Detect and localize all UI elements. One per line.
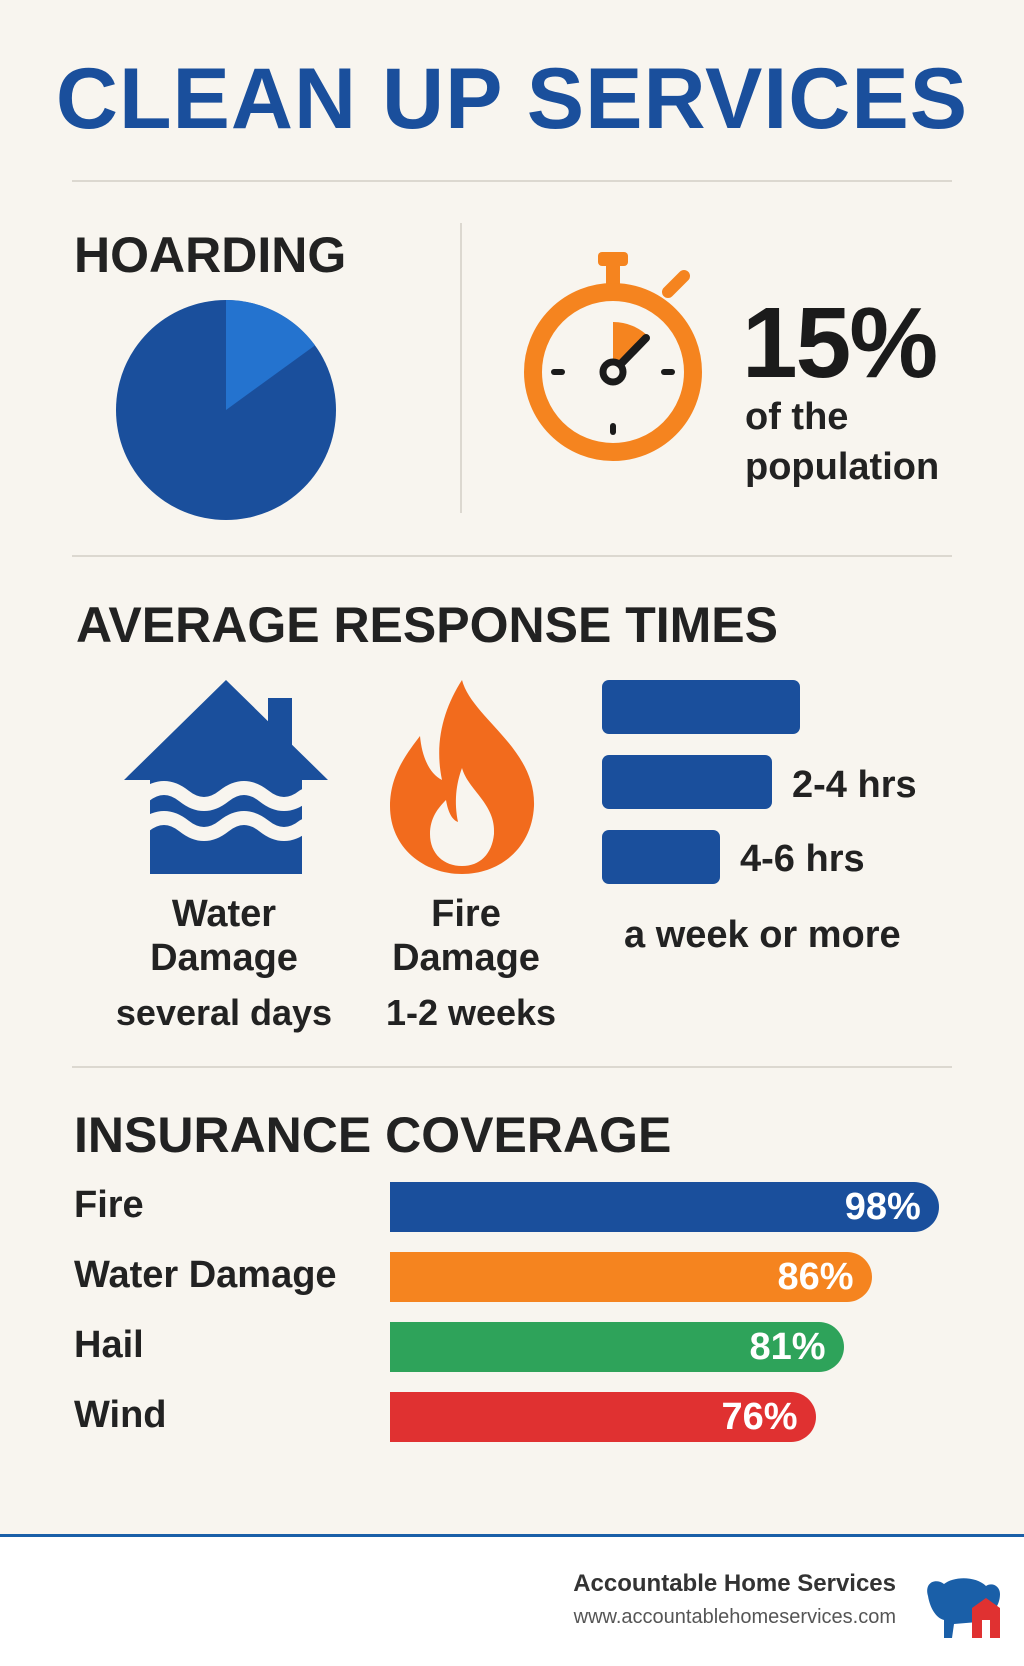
footer: [0, 1537, 1024, 1666]
category-label-line-1: Water: [171, 893, 277, 935]
insurance-bar: 76%: [390, 1392, 816, 1442]
category-label-line-1: Fire: [431, 893, 501, 935]
hoarding-percent: 15%: [742, 287, 938, 399]
response-bar-label: a week or more: [624, 914, 901, 956]
footer-url[interactable]: www.accountablehomeservices.com: [573, 1606, 896, 1628]
hoarding-description: of the population: [745, 392, 939, 492]
divider: [72, 1066, 952, 1068]
category-water-damage: Water Damage: [84, 892, 364, 980]
insurance-category-label: Water Damage: [74, 1254, 337, 1296]
hoarding-heading: HOARDING: [74, 227, 347, 283]
divider: [72, 180, 952, 182]
flame-icon: [390, 680, 535, 874]
insurance-value-label: 98%: [844, 1185, 921, 1228]
insurance-value-label: 76%: [721, 1395, 798, 1438]
category-water-duration: several days: [115, 992, 333, 1033]
category-label-line-2: Damage: [150, 937, 298, 979]
insurance-value-label: 86%: [777, 1255, 854, 1298]
response-bar: [602, 680, 800, 734]
response-bar: [602, 755, 772, 809]
footer-divider: [0, 1534, 1024, 1537]
response-bar-label: 4-6 hrs: [740, 838, 865, 880]
footer-brand: Accountable Home Services: [573, 1570, 896, 1597]
response-heading: AVERAGE RESPONSE TIMES: [76, 597, 778, 653]
response-bar-label: 2-4 hrs: [792, 764, 917, 806]
description-line-2: population: [745, 446, 940, 488]
insurance-category-label: Wind: [74, 1394, 167, 1436]
insurance-heading: INSURANCE COVERAGE: [74, 1107, 672, 1163]
page-title: CLEAN UP SERVICES: [55, 51, 969, 147]
vertical-divider: [460, 223, 462, 513]
pie-slice-hoarding: [226, 300, 315, 410]
bison-house-logo-icon: [927, 1578, 1000, 1638]
insurance-bar: 98%: [390, 1182, 939, 1232]
divider: [72, 555, 952, 557]
insurance-category-label: Hail: [74, 1324, 144, 1366]
hoarding-pie-chart: [116, 300, 336, 520]
insurance-value-label: 81%: [749, 1325, 826, 1368]
category-fire-duration: 1-2 weeks: [385, 992, 557, 1033]
description-line-1: of the: [745, 396, 849, 438]
insurance-bar: 81%: [390, 1322, 844, 1372]
insurance-category-label: Fire: [74, 1184, 144, 1226]
house-flood-icon: [124, 680, 328, 874]
category-fire-damage: Fire Damage: [336, 892, 596, 980]
category-label-line-2: Damage: [392, 937, 540, 979]
insurance-bar: 86%: [390, 1252, 872, 1302]
stopwatch-icon: [524, 252, 702, 461]
response-bar: [602, 830, 720, 884]
